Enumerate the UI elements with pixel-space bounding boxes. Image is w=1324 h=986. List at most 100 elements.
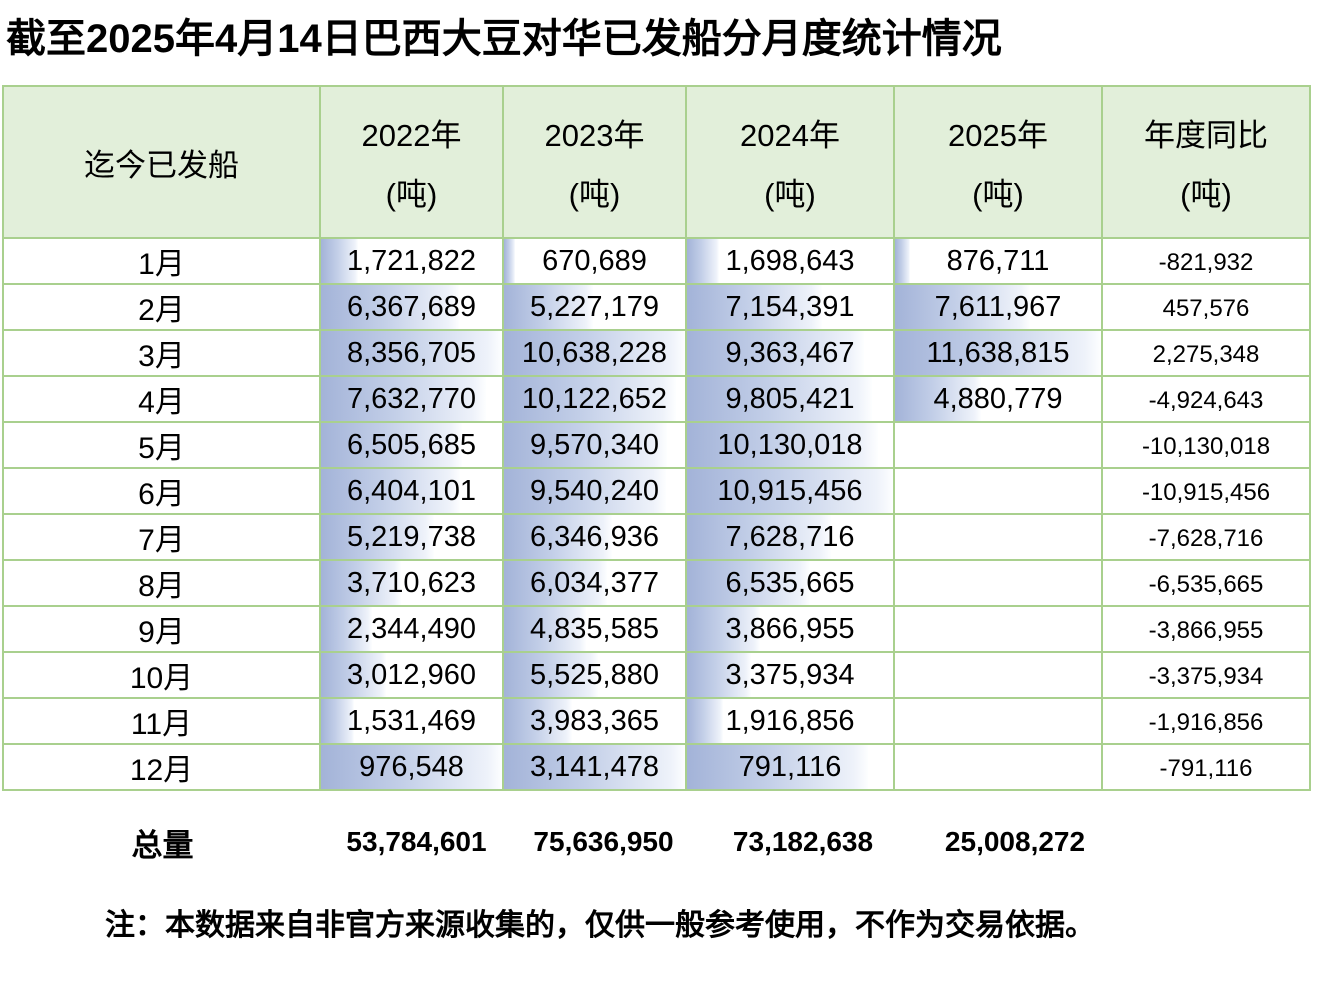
data-bar [505,378,677,420]
yoy-cell: -3,866,955 [1101,605,1311,653]
data-bar [688,286,822,328]
total-2022: 53,784,601 [346,826,487,857]
value-2024-cell: 791,116 [685,743,895,791]
header-yoy-unit: (吨) [1180,177,1232,212]
value-2024-cell: 7,628,716 [685,513,895,561]
yoy-value: 457,576 [1162,294,1250,322]
cell-value: 1,698,643 [725,244,855,277]
table-row: 8月 3,710,623 6,034,377 6,535,665 -6,535,… [2,559,1311,607]
value-2024-cell: 1,916,856 [685,697,895,745]
data-bar [688,332,864,374]
header-2024-year: 2024年 [740,118,840,153]
header-yoy: 年度同比 (吨) [1101,85,1311,239]
value-2023-cell: 10,122,652 [502,375,687,423]
value-2025-cell: 11,638,815 [893,329,1103,377]
yoy-cell: 457,576 [1101,283,1311,331]
header-2023-year: 2023年 [544,118,645,153]
value-2022-cell: 2,344,490 [319,605,504,653]
cell-value: 1,916,856 [725,704,855,737]
table-row: 3月 8,356,705 10,638,228 9,363,467 11,638… [2,329,1311,377]
header-2024-unit: (吨) [764,177,816,212]
yoy-cell: -4,924,643 [1101,375,1311,423]
data-bar [688,562,811,604]
header-2022-year: 2022年 [361,118,462,153]
cell-value: 10,915,456 [717,474,863,507]
yoy-value: -821,932 [1158,248,1254,276]
cell-value: 7,632,770 [346,382,476,415]
yoy-cell: -10,130,018 [1101,421,1311,469]
header-2022-unit: (吨) [385,177,438,212]
table-row: 7月 5,219,738 6,346,936 7,628,716 -7,628,… [2,513,1311,561]
value-2023-cell: 6,034,377 [502,559,687,607]
value-2022-cell: 6,404,101 [319,467,504,515]
data-bar [322,378,487,420]
table-row: 5月 6,505,685 9,570,340 10,130,018 -10,13… [2,421,1311,469]
value-2022-cell: 8,356,705 [319,329,504,377]
data-bar [322,746,501,788]
cell-value: 5,227,179 [529,290,659,323]
data-bar [322,470,460,512]
data-bar [505,240,516,282]
cell-value: 3,983,365 [529,704,659,737]
table-row: 10月 3,012,960 5,525,880 3,375,934 -3,375… [2,651,1311,699]
value-2024-cell: 9,363,467 [685,329,895,377]
cell-value: 8,356,705 [346,336,476,369]
data-bar [505,608,587,650]
yoy-cell: -1,916,856 [1101,697,1311,745]
month-cell: 6月 [2,467,321,515]
cell-value: 6,367,689 [346,290,476,323]
value-2023-cell: 6,346,936 [502,513,687,561]
value-2023-cell: 5,227,179 [502,283,687,331]
data-bar [896,332,1100,374]
value-2025-cell [893,697,1103,745]
totals-row: 总量 53,784,601 75,636,950 73,182,638 25,0… [2,817,1315,867]
month-cell: 7月 [2,513,321,561]
yoy-value: -10,130,018 [1141,432,1271,460]
cell-value: 9,540,240 [529,474,659,507]
data-bar [896,378,982,420]
value-2024-cell: 7,154,391 [685,283,895,331]
data-bar [322,332,501,374]
cell-value: 6,034,377 [529,566,659,599]
yoy-cell: -791,116 [1101,743,1311,791]
value-2025-cell [893,559,1103,607]
value-2022-cell: 6,367,689 [319,283,504,331]
data-bar [322,516,435,558]
total-2023: 75,636,950 [533,826,674,857]
month-cell: 1月 [2,237,321,285]
yoy-value: -10,915,456 [1141,478,1271,506]
value-2023-cell: 670,689 [502,237,687,285]
data-bar [505,424,667,466]
data-bar [688,746,869,788]
value-2022-cell: 1,531,469 [319,697,504,745]
cell-value: 1,531,469 [346,704,476,737]
cell-value: 9,805,421 [725,382,855,415]
value-2025-cell [893,421,1103,469]
yoy-value: -3,866,955 [1148,616,1264,644]
header-2023-unit: (吨) [568,177,621,212]
value-2025-cell [893,743,1103,791]
value-2022-cell: 5,219,738 [319,513,504,561]
data-bar [505,332,684,374]
table-row: 11月 1,531,469 3,983,365 1,916,856 -1,916… [2,697,1311,745]
data-bar [322,608,372,650]
cell-value: 7,154,391 [725,290,855,323]
month-cell: 10月 [2,651,321,699]
data-bar [688,378,872,420]
data-bar [505,700,572,742]
value-2025-cell: 7,611,967 [893,283,1103,331]
header-2023: 2023年 (吨) [502,85,687,239]
table-row: 4月 7,632,770 10,122,652 9,805,421 4,880,… [2,375,1311,423]
value-2023-cell: 4,835,585 [502,605,687,653]
cell-value: 3,141,478 [529,750,659,783]
yoy-cell: -3,375,934 [1101,651,1311,699]
data-bar [688,700,724,742]
value-2022-cell: 1,721,822 [319,237,504,285]
table-row: 9月 2,344,490 4,835,585 3,866,955 -3,866,… [2,605,1311,653]
cell-value: 10,638,228 [521,336,668,369]
value-2025-cell [893,605,1103,653]
month-cell: 8月 [2,559,321,607]
data-bar [688,608,760,650]
header-2025: 2025年 (吨) [893,85,1103,239]
yoy-value: -7,628,716 [1148,524,1264,552]
